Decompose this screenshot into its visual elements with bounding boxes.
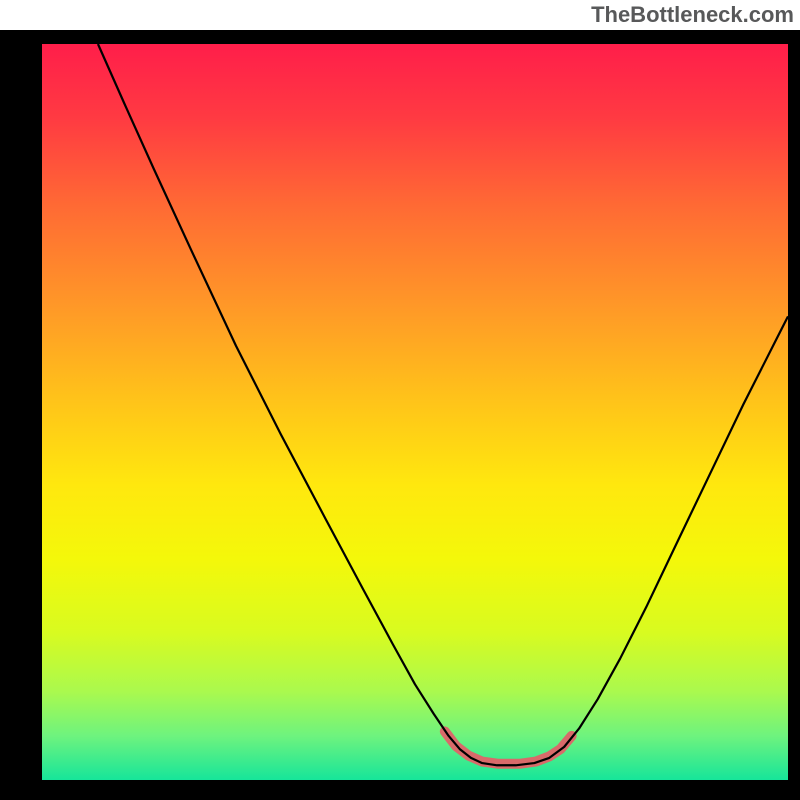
plot-background: [42, 44, 788, 780]
plot-area: [0, 30, 800, 800]
chart-frame: TheBottleneck.com: [0, 0, 800, 800]
watermark-text: TheBottleneck.com: [585, 0, 800, 32]
plot-svg: [0, 30, 800, 800]
